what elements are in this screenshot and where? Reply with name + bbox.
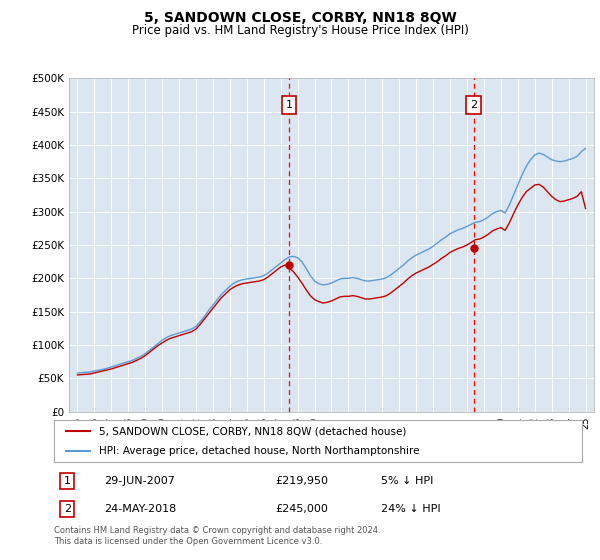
Text: 2: 2	[470, 100, 477, 110]
Text: 5% ↓ HPI: 5% ↓ HPI	[382, 476, 434, 486]
Text: Contains HM Land Registry data © Crown copyright and database right 2024.
This d: Contains HM Land Registry data © Crown c…	[54, 526, 380, 546]
Text: 29-JUN-2007: 29-JUN-2007	[104, 476, 175, 486]
Text: 1: 1	[64, 476, 71, 486]
Text: 5, SANDOWN CLOSE, CORBY, NN18 8QW: 5, SANDOWN CLOSE, CORBY, NN18 8QW	[143, 11, 457, 25]
Text: 1: 1	[286, 100, 292, 110]
Text: 5, SANDOWN CLOSE, CORBY, NN18 8QW (detached house): 5, SANDOWN CLOSE, CORBY, NN18 8QW (detac…	[99, 426, 406, 436]
Text: Price paid vs. HM Land Registry's House Price Index (HPI): Price paid vs. HM Land Registry's House …	[131, 24, 469, 36]
Text: HPI: Average price, detached house, North Northamptonshire: HPI: Average price, detached house, Nort…	[99, 446, 419, 456]
Text: 24% ↓ HPI: 24% ↓ HPI	[382, 504, 441, 514]
Text: £219,950: £219,950	[276, 476, 329, 486]
Text: 2: 2	[64, 504, 71, 514]
Text: £245,000: £245,000	[276, 504, 329, 514]
Text: 24-MAY-2018: 24-MAY-2018	[104, 504, 176, 514]
